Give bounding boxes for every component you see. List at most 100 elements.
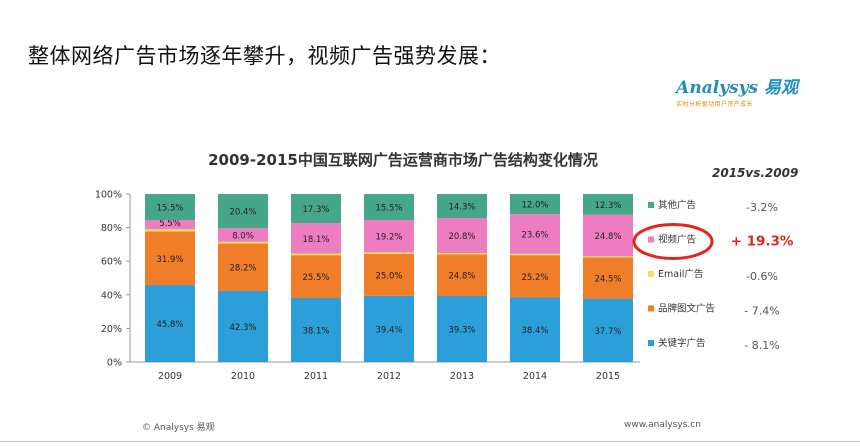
bar-segment-Email广告 [218, 241, 268, 244]
legend-label: 关键字广告 [658, 337, 706, 349]
data-label: 8.0% [232, 231, 254, 241]
bar-segment-Email广告 [510, 253, 560, 256]
data-label: 20.8% [448, 232, 475, 242]
bar-segment-品牌图文广告 [437, 254, 487, 296]
x-tick-label: 2015 [596, 371, 620, 382]
legend-swatch [648, 236, 654, 243]
bar-segment-品牌图文广告 [218, 243, 268, 291]
bar-segment-视频广告 [291, 223, 341, 254]
legend-label: 其他广告 [658, 199, 696, 211]
data-label: 12.3% [594, 201, 621, 211]
comparison-title: 2015vs.2009 [712, 166, 799, 180]
data-label: 38.4% [521, 326, 548, 336]
bar-segment-视频广告 [145, 220, 195, 230]
data-label: 38.1% [302, 326, 329, 336]
bar-segment-关键字广告 [583, 298, 633, 362]
data-label: 18.1% [302, 235, 329, 245]
bar-segment-关键字广告 [291, 297, 341, 362]
data-label: 25.0% [375, 271, 402, 281]
data-label: 15.5% [156, 204, 183, 214]
data-label: 37.7% [594, 327, 621, 337]
data-label: 39.4% [375, 325, 402, 335]
bar-segment-关键字广告 [510, 297, 560, 362]
bar-segment-关键字广告 [364, 295, 414, 362]
bar-segment-Email广告 [437, 252, 487, 255]
x-tick-label: 2013 [450, 371, 474, 382]
bar-segment-关键字广告 [437, 295, 487, 362]
data-label: 45.8% [156, 320, 183, 330]
bar-segment-品牌图文广告 [291, 255, 341, 298]
legend-label: 视频广告 [658, 234, 696, 246]
legend-swatch [648, 340, 654, 346]
logo-slogan: 实时分析驱动用户资产成长 [676, 101, 753, 108]
bar-segment-Email广告 [364, 252, 414, 254]
bar-segment-视频广告 [218, 228, 268, 242]
x-tick-label: 2010 [231, 371, 255, 382]
comparison-value: -3.2% [746, 201, 778, 214]
bar-segment-视频广告 [583, 214, 633, 257]
data-label: 14.3% [448, 203, 475, 213]
bar-segment-其他广告 [218, 194, 268, 229]
bar-segment-其他广告 [510, 194, 560, 215]
legend-swatch [648, 271, 654, 277]
x-tick-label: 2009 [158, 371, 182, 382]
bar-segment-品牌图文广告 [583, 257, 633, 299]
chart-title: 2009-2015中国互联网广告运营商市场广告结构变化情况 [208, 151, 598, 169]
bar-segment-视频广告 [437, 218, 487, 253]
data-label: 28.2% [229, 264, 256, 274]
bar-segment-关键字广告 [218, 290, 268, 362]
bar-segment-其他广告 [437, 194, 487, 219]
legend-label: 品牌图文广告 [658, 303, 715, 315]
legend-swatch [648, 202, 654, 208]
highlight-circle [632, 223, 714, 260]
bar-segment-视频广告 [364, 220, 414, 253]
bar-segment-Email广告 [583, 256, 633, 258]
data-label: 17.3% [302, 205, 329, 215]
bar-segment-其他广告 [145, 194, 195, 221]
bottom-divider [0, 441, 860, 442]
y-tick-label: 0% [107, 358, 122, 369]
data-label: 20.4% [229, 208, 256, 218]
legend-label: Email广告 [658, 268, 703, 280]
bar-segment-品牌图文广告 [145, 231, 195, 286]
x-tick-label: 2012 [377, 371, 401, 382]
bar-segment-Email广告 [291, 253, 341, 256]
bar-segment-其他广告 [583, 194, 633, 215]
x-tick-label: 2011 [304, 371, 328, 382]
y-tick-label: 80% [101, 223, 122, 234]
data-label: 31.9% [156, 255, 183, 265]
comparison-value: - 8.1% [744, 339, 779, 352]
bar-segment-品牌图文广告 [510, 255, 560, 298]
bar-segment-其他广告 [364, 194, 414, 221]
data-label: 25.5% [302, 273, 329, 283]
x-tick-label: 2014 [523, 371, 547, 382]
data-label: 12.0% [521, 201, 548, 211]
legend-swatch [648, 305, 654, 312]
y-tick-label: 100% [95, 190, 122, 201]
data-label: 24.8% [448, 272, 475, 282]
bar-segment-其他广告 [291, 194, 341, 224]
logo-text: Analysys 易观 [676, 78, 798, 98]
data-label: 24.8% [594, 232, 621, 242]
data-label: 23.6% [521, 230, 548, 240]
page-headline: 整体网络广告市场逐年攀升，视频广告强势发展： [28, 44, 501, 68]
data-label: 24.5% [594, 275, 621, 285]
footer-copyright: © Analysys 易观 [142, 423, 215, 433]
data-label: 15.5% [375, 204, 402, 214]
data-label: 39.3% [448, 325, 475, 335]
analysys-logo: Analysys 易观 实时分析驱动用户资产成长 [676, 73, 798, 108]
bar-segment-视频广告 [510, 214, 560, 254]
y-tick-label: 20% [101, 324, 122, 335]
y-tick-label: 40% [101, 290, 122, 301]
comparison-value: -0.6% [746, 270, 778, 283]
y-tick-label: 60% [101, 257, 122, 268]
footer-url: www.analysys.cn [624, 420, 701, 430]
data-label: 5.5% [159, 219, 181, 229]
comparison-value: + 19.3% [731, 234, 794, 250]
bar-segment-关键字广告 [145, 285, 195, 362]
data-label: 42.3% [229, 323, 256, 333]
bar-segment-Email广告 [145, 229, 195, 232]
comparison-value: - 7.4% [744, 305, 779, 318]
data-label: 19.2% [375, 233, 402, 243]
